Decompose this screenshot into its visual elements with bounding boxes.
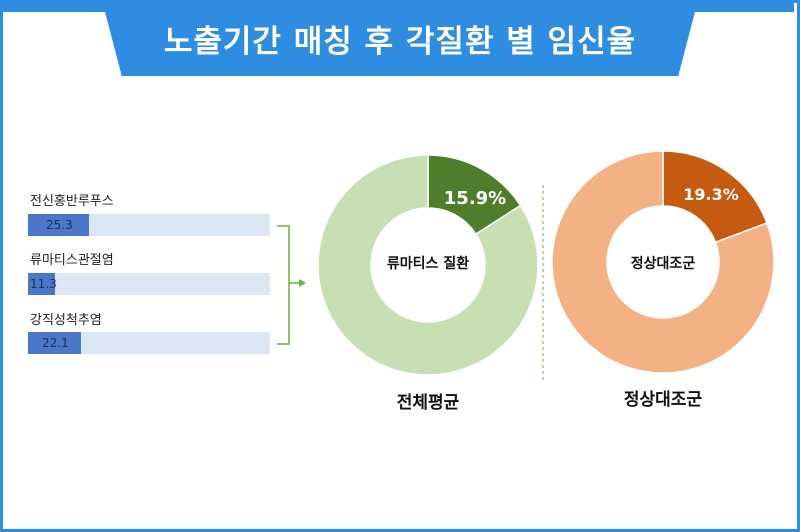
page-title: 노출기간 매칭 후 각질환 별 임신율 [163,24,637,60]
donut-center-label-control: 정상대조군 [631,255,696,272]
bar-sle [28,214,90,236]
connector-arrow [299,279,306,287]
slice-label-rheumatic: 15.9% [444,188,506,209]
bar-track-ra [28,273,270,295]
bar-as [28,332,82,354]
bar-value-as: 22.1 [42,336,69,350]
bar-ra [28,273,56,295]
bar-label-as: 강직성척추염 [30,313,102,328]
bar-label-sle: 전신홍반루푸스 [30,194,114,209]
donut-control [551,150,775,374]
bar-label-ra: 류마티스관절염 [30,253,114,268]
bar-track-as [28,332,270,354]
bar-value-sle: 25.3 [46,218,73,232]
bar-value-ra: 11.3 [30,277,57,291]
donut-1-slice-0 [662,150,768,244]
donut-center-label-rheumatic: 류마티스 질환 [387,255,469,272]
slice-label-control: 19.3% [683,185,739,204]
bracket [277,225,290,345]
caption-control: 정상대조군 [623,390,703,410]
donut-rheumatic [317,154,539,376]
donut-1-slice-1 [551,150,775,374]
donut-0-slice-1 [317,154,539,376]
caption-rheumatic: 전체평균 [396,393,460,413]
title-banner [104,8,696,76]
